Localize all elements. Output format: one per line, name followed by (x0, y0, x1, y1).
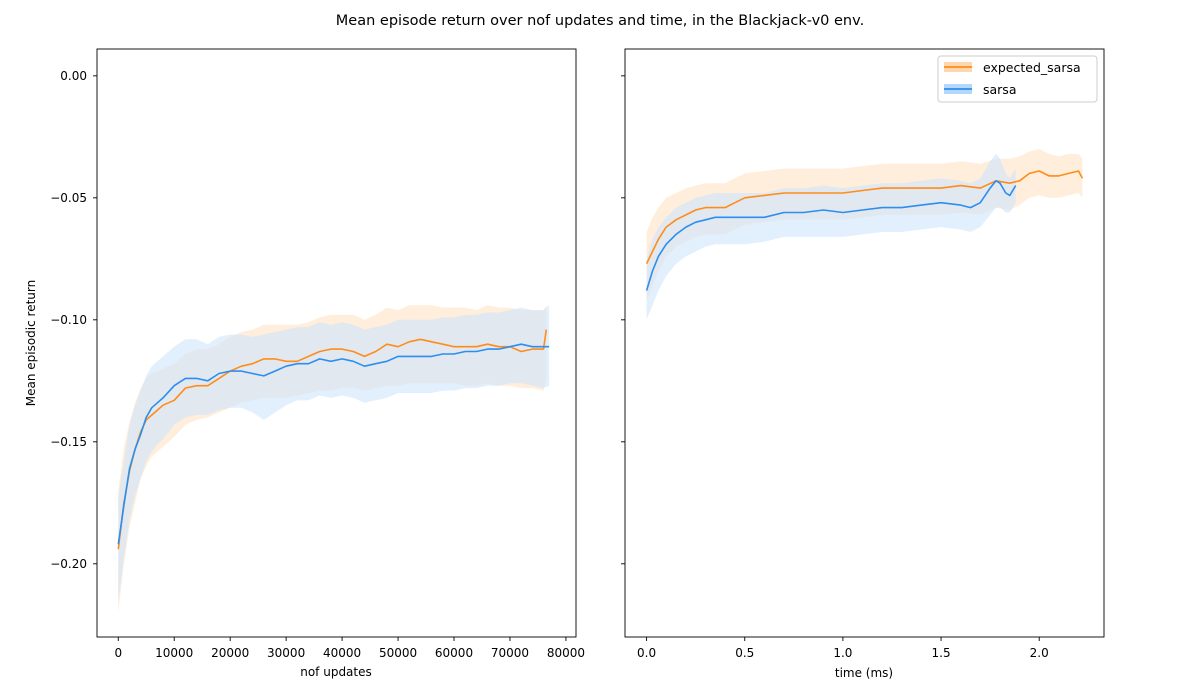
left-line-expected-sarsa (117, 329, 548, 550)
legend-label-expected-sarsa: expected_sarsa (983, 60, 1081, 75)
right-plot-area (624, 48, 1105, 638)
right-line-sarsa (645, 180, 1017, 291)
right-x-tick-label: 1.5 (932, 646, 951, 660)
left-x-tick-label: 30000 (267, 646, 305, 660)
legend: expected_sarsa sarsa (937, 55, 1098, 103)
right-axes-frame (624, 48, 1105, 638)
left-y-tick-label: −0.15 (50, 435, 87, 449)
right-panel: 0.0 0.5 1.0 1.5 2.0 time (ms) expected_sarsa… (621, 48, 1105, 680)
left-x-tick-label: 60000 (435, 646, 473, 660)
left-y-tick-label: −0.10 (50, 313, 87, 327)
figure-title: Mean episode return over nof updates and… (336, 13, 864, 29)
left-x-axis-label: nof updates (300, 665, 372, 679)
legend-box (937, 55, 1098, 103)
left-x-ticks: 0 10000 20000 30000 40000 50000 60000 70000 8000… (114, 637, 585, 660)
right-x-tick-label: 0.5 (735, 646, 754, 660)
left-plot-area (96, 48, 577, 638)
left-x-tick-label: 70000 (491, 646, 529, 660)
legend-label-sarsa: sarsa (983, 82, 1016, 97)
left-x-tick-label: 0 (114, 646, 122, 660)
right-x-tick-label: 0.0 (637, 646, 656, 660)
right-x-tick-label: 1.0 (833, 646, 852, 660)
left-y-axis-label: Mean episodic return (24, 280, 38, 407)
right-y-ticks (621, 75, 625, 565)
right-band-sarsa (646, 153, 1016, 320)
left-y-tick-label: −0.05 (50, 191, 87, 205)
left-x-tick-label: 80000 (547, 646, 585, 660)
right-x-tick-label: 2.0 (1030, 646, 1049, 660)
left-x-tick-label: 20000 (211, 646, 249, 660)
left-x-tick-label: 50000 (379, 646, 417, 660)
left-axes-frame (96, 48, 577, 638)
left-y-tick-label: −0.20 (50, 557, 87, 571)
left-panel: 0 10000 20000 30000 40000 50000 60000 70000 8000… (24, 48, 585, 679)
left-y-tick-label: 0.00 (60, 69, 87, 83)
left-line-sarsa (117, 343, 550, 545)
right-line-expected-sarsa (645, 170, 1084, 265)
left-y-ticks: 0.00 −0.05 −0.10 −0.15 −0.20 (50, 69, 97, 571)
left-x-tick-label: 40000 (323, 646, 361, 660)
right-x-ticks: 0.0 0.5 1.0 1.5 2.0 (637, 637, 1049, 660)
left-band-sarsa (118, 305, 550, 601)
left-x-tick-label: 10000 (155, 646, 193, 660)
right-x-axis-label: time (ms) (835, 666, 893, 680)
